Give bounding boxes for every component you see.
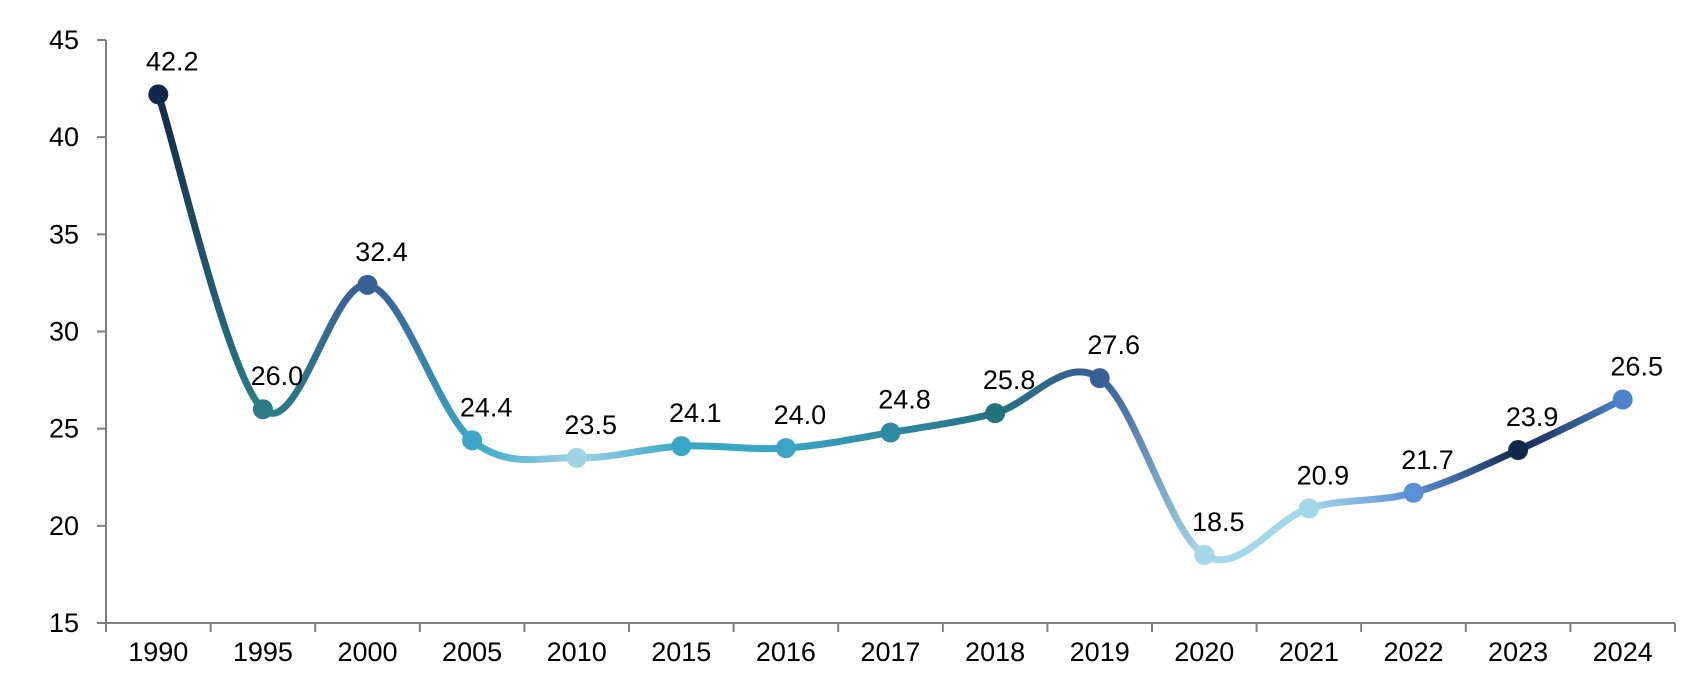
x-tick-label: 1995 <box>233 637 293 667</box>
data-point-marker <box>252 399 273 420</box>
data-point-marker <box>1194 544 1215 565</box>
data-point-marker <box>357 274 378 295</box>
y-tick-label: 30 <box>49 317 79 347</box>
data-label: 23.9 <box>1506 402 1559 432</box>
y-tick-label: 45 <box>49 25 79 55</box>
x-tick-label: 2005 <box>442 637 502 667</box>
y-tick-label: 35 <box>49 219 79 249</box>
data-label: 24.1 <box>669 398 722 428</box>
data-point-marker <box>462 430 483 451</box>
x-tick-label: 1990 <box>128 637 188 667</box>
data-label: 21.7 <box>1401 445 1454 475</box>
axes: 15 20 25 30 35 40 45 1990 1995 2000 2005 2010 2015 20… <box>49 25 1676 667</box>
data-label: 18.5 <box>1192 507 1245 537</box>
data-point-marker <box>985 403 1006 424</box>
data-point-marker <box>775 438 796 459</box>
data-point-marker <box>1403 482 1424 503</box>
line-segment <box>991 368 1104 417</box>
line-segment <box>259 281 371 417</box>
y-tick-label: 25 <box>49 414 79 444</box>
x-tick-label: 2024 <box>1593 637 1653 667</box>
data-label: 42.2 <box>146 46 199 76</box>
data-label: 27.6 <box>1087 330 1140 360</box>
data-label: 24.8 <box>878 385 931 415</box>
line-segment <box>573 442 685 462</box>
x-tick-label: 2023 <box>1488 637 1548 667</box>
series-markers <box>148 84 1633 565</box>
x-tick-label: 2019 <box>1070 637 1130 667</box>
line-segment <box>468 436 581 464</box>
data-labels: 42.2 26.0 32.4 24.4 23.5 24.1 24.0 24.8 25.8 27.6… <box>146 46 1663 537</box>
data-point-marker <box>1612 389 1633 410</box>
y-tick-label: 20 <box>49 511 79 541</box>
line-segment <box>154 90 267 413</box>
data-label: 32.4 <box>355 237 408 267</box>
line-segment <box>364 281 476 444</box>
series-line <box>154 90 1627 564</box>
data-label: 24.0 <box>774 400 827 430</box>
data-point-marker <box>880 422 901 443</box>
line-segment <box>1305 489 1417 512</box>
line-segment <box>1096 374 1208 559</box>
data-label: 23.5 <box>564 410 617 440</box>
x-tick-label: 2021 <box>1279 637 1339 667</box>
x-tick-label: 2010 <box>547 637 607 667</box>
line-segment <box>1410 446 1522 497</box>
data-label: 24.4 <box>460 392 513 422</box>
data-label: 20.9 <box>1297 460 1350 490</box>
data-label: 26.5 <box>1610 352 1663 382</box>
x-tick-label: 2018 <box>965 637 1025 667</box>
x-tick-label: 2017 <box>860 637 920 667</box>
x-tick-label: 2020 <box>1174 637 1234 667</box>
data-point-marker <box>1508 440 1529 461</box>
y-tick-label: 40 <box>49 122 79 152</box>
line-segment <box>782 429 894 452</box>
data-point-marker <box>671 436 692 457</box>
line-segment <box>1200 504 1313 564</box>
x-tick-label: 2022 <box>1383 637 1443 667</box>
data-label: 26.0 <box>251 361 304 391</box>
y-tick-label: 15 <box>49 608 79 638</box>
line-segment <box>677 442 790 453</box>
data-point-marker <box>1089 368 1110 389</box>
data-point-marker <box>1298 498 1319 519</box>
x-tick-label: 2015 <box>651 637 711 667</box>
line-segment <box>887 409 999 437</box>
data-point-marker <box>566 447 587 468</box>
data-point-marker <box>148 84 169 105</box>
x-tick-label: 2000 <box>337 637 397 667</box>
x-tick-label: 2016 <box>756 637 816 667</box>
data-label: 25.8 <box>983 365 1036 395</box>
